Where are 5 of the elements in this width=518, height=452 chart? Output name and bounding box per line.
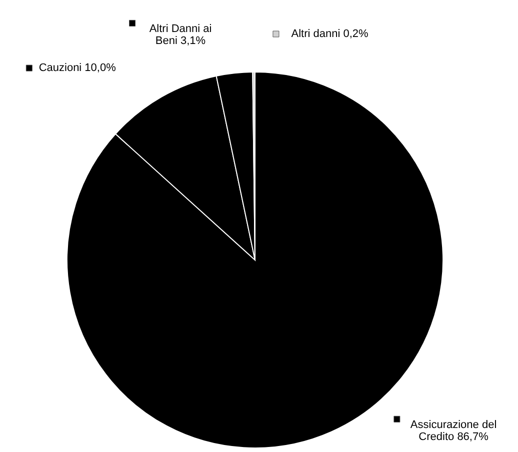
legend-label: Assicurazione del Credito 86,7%: [410, 419, 497, 444]
legend-label: Cauzioni 10,0%: [38, 62, 116, 74]
legend-label: Altri danni 0,2%: [291, 28, 369, 40]
pie-slice: [115, 76, 256, 260]
legend-label: Altri Danni ai Beni 3,1%: [149, 23, 212, 48]
